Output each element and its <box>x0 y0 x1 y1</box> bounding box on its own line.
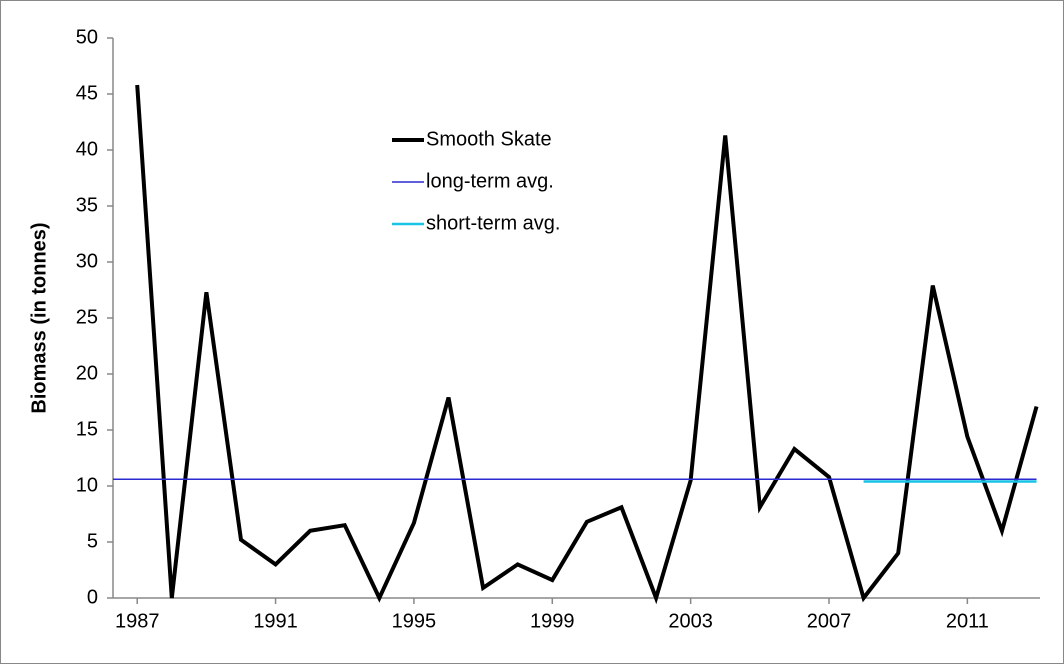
legend-label: short-term avg. <box>426 212 560 234</box>
y-axis-title: Biomass (in tonnes) <box>28 222 50 413</box>
y-tick-label: 5 <box>87 530 98 552</box>
legend-label: long-term avg. <box>426 170 554 192</box>
x-tick-label: 1991 <box>253 610 298 632</box>
y-tick-label: 15 <box>76 418 98 440</box>
y-tick-label: 40 <box>76 138 98 160</box>
y-tick-label: 50 <box>76 26 98 48</box>
y-tick-label: 0 <box>87 586 98 608</box>
y-tick-label: 10 <box>76 474 98 496</box>
y-tick-label: 45 <box>76 82 98 104</box>
x-tick-label: 2003 <box>668 610 713 632</box>
x-tick-label: 2011 <box>946 610 989 632</box>
x-tick-label: 1987 <box>115 610 160 632</box>
y-tick-label: 25 <box>76 306 98 328</box>
y-tick-label: 20 <box>76 362 98 384</box>
x-tick-label: 1995 <box>392 610 437 632</box>
y-tick-label: 30 <box>76 250 98 272</box>
x-tick-label: 2007 <box>807 610 852 632</box>
y-tick-label: 35 <box>76 194 98 216</box>
series-line <box>135 84 1039 605</box>
legend-label: Smooth Skate <box>426 128 552 150</box>
x-tick-label: 1999 <box>530 610 575 632</box>
